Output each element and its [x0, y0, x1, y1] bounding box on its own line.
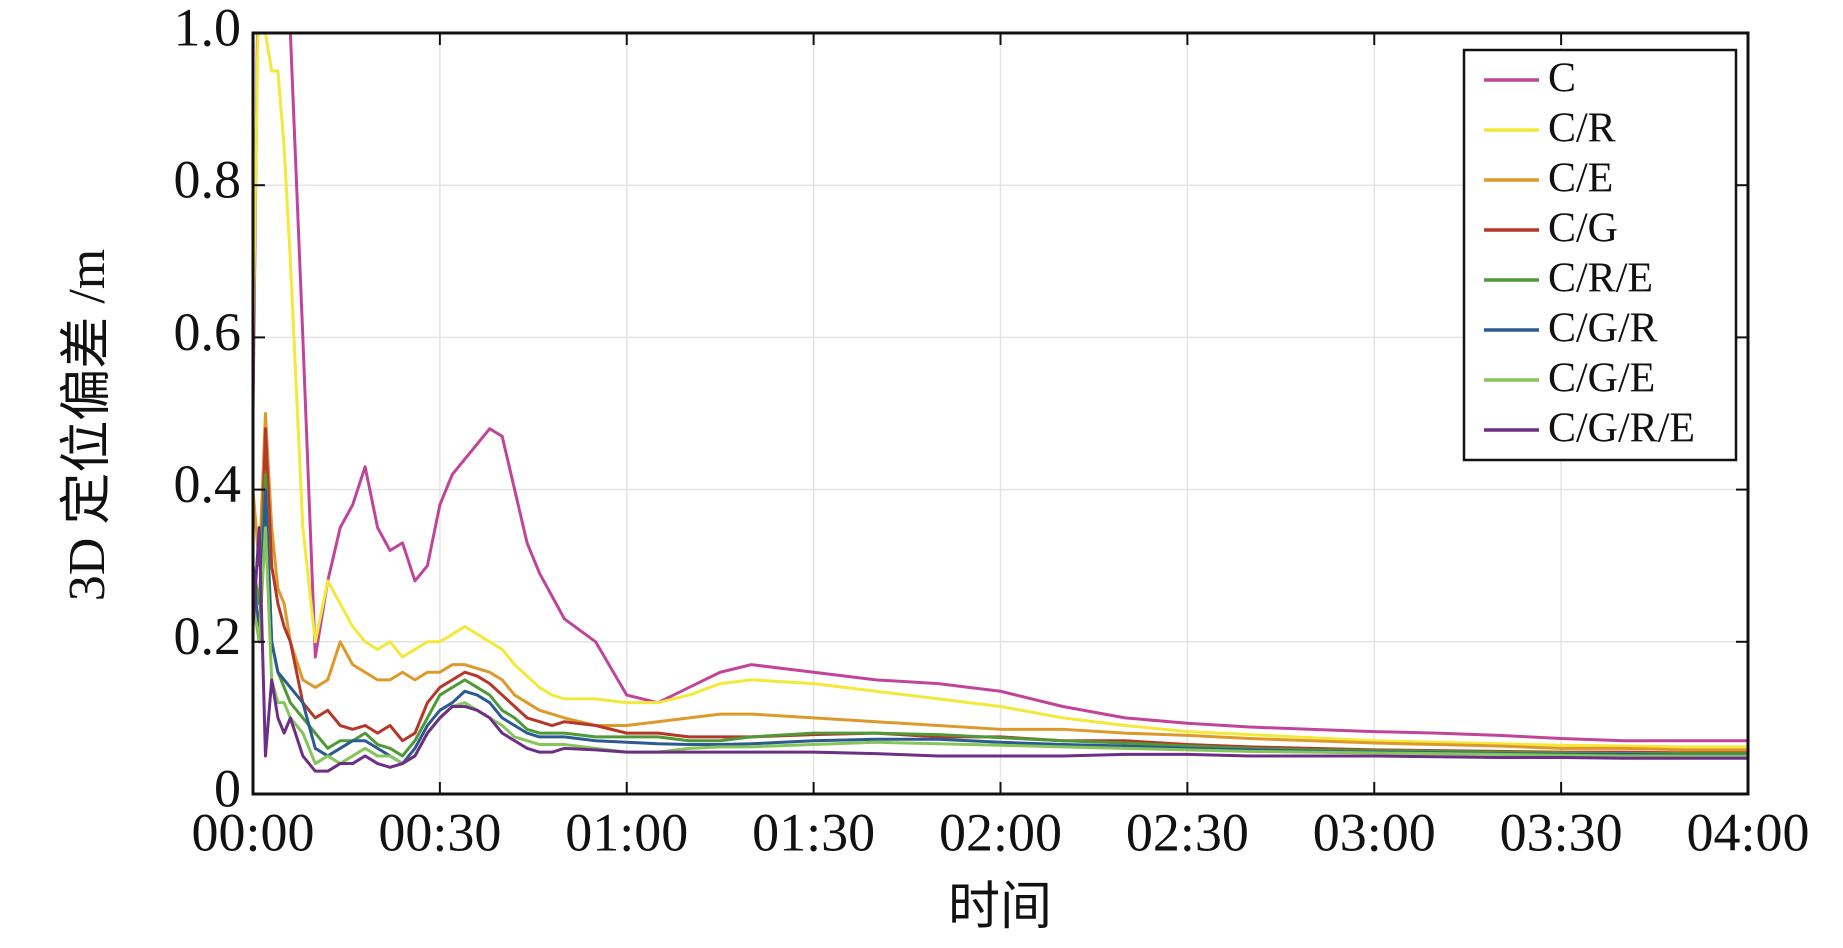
y-tick-label: 0.6: [174, 302, 242, 362]
y-tick-label: 1.0: [174, 0, 242, 57]
series-line: [253, 33, 1748, 743]
x-axis-label: 时间: [948, 879, 1052, 936]
y-tick-label: 0.8: [174, 150, 242, 210]
x-tick-label: 00:30: [378, 802, 501, 862]
x-tick-label: 01:00: [565, 802, 688, 862]
series-line: [253, 33, 1748, 749]
series-line: [253, 488, 1748, 766]
series-line: [253, 526, 1748, 773]
x-tick-label: 04:00: [1686, 802, 1809, 862]
legend-box: [1462, 48, 1738, 462]
x-tick-label: 03:30: [1500, 802, 1623, 862]
series-line: [253, 412, 1748, 752]
y-axis-label: 3D 定位偏差 /m: [59, 249, 116, 601]
x-tick-label: 00:00: [191, 802, 314, 862]
y-tick-label: 0: [214, 758, 241, 818]
x-tick-label: 01:30: [752, 802, 875, 862]
x-tick-label: 03:00: [1313, 802, 1436, 862]
series-line: [253, 427, 1748, 755]
series-line: [253, 472, 1748, 758]
plot-area: [253, 33, 1748, 773]
x-tick-label: 02:30: [1126, 802, 1249, 862]
legend-label: C/E: [1548, 156, 1613, 202]
legend-label: C: [1548, 56, 1576, 102]
legend-label: C/R: [1548, 106, 1616, 152]
legend-label: C/G/E: [1548, 356, 1655, 402]
ticks: 0 0.2 0.4 0.6 0.8 1.0 00:00 00:30 01:00 01:30 02:0…: [174, 0, 1810, 862]
series-line: [253, 526, 1748, 766]
legend-label: C/G/R/E: [1548, 406, 1695, 452]
y-tick-label: 0.4: [174, 454, 242, 514]
legend: CC/RC/EC/GC/R/EC/G/RC/G/EC/G/R/E: [1462, 48, 1738, 462]
legend-label: C/G: [1548, 206, 1618, 252]
legend-label: C/R/E: [1548, 256, 1653, 302]
legend-label: C/G/R: [1548, 306, 1658, 352]
y-tick-label: 0.2: [174, 606, 242, 666]
x-tick-label: 02:00: [939, 802, 1062, 862]
